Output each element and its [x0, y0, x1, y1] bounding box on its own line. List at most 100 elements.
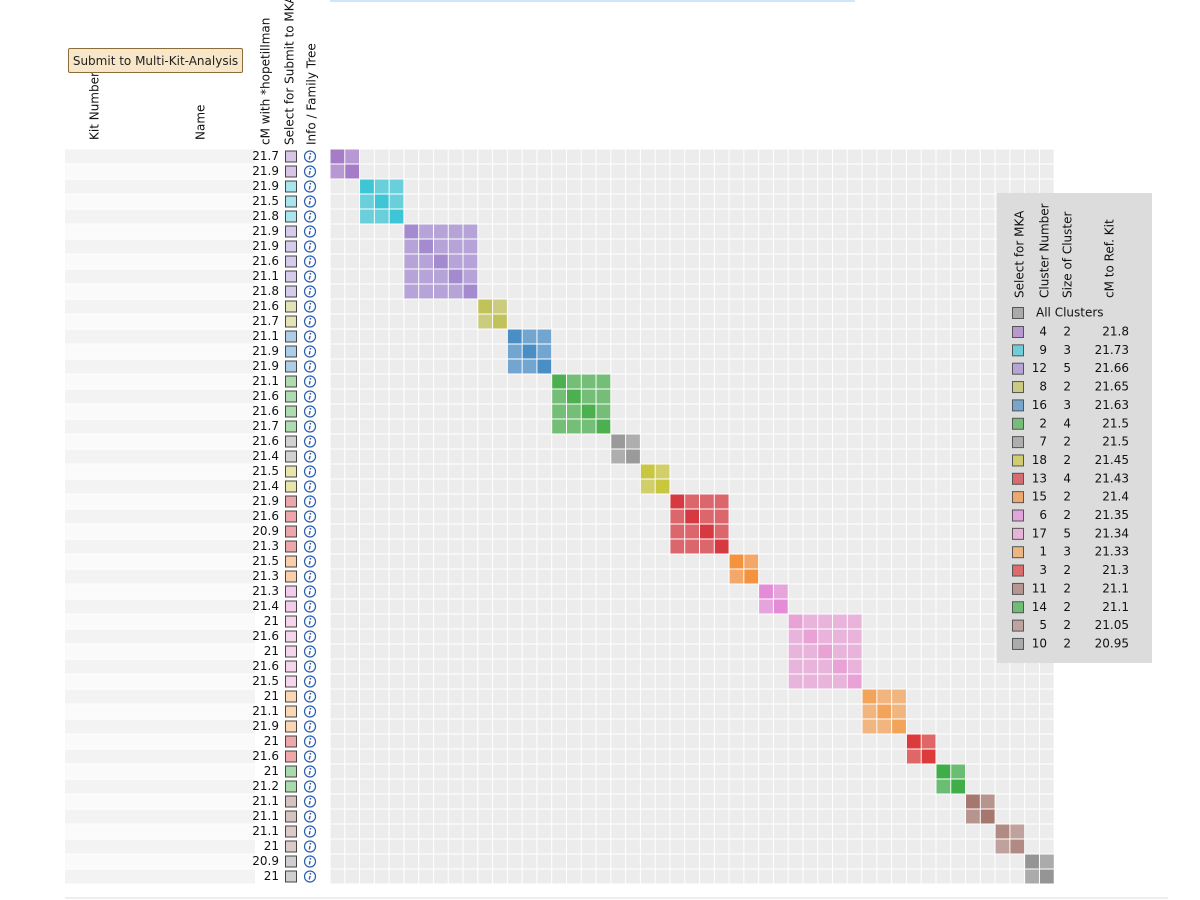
info-icon-stem [308, 290, 311, 295]
legend-checkbox[interactable] [1012, 381, 1024, 394]
legend-checkbox[interactable] [1012, 601, 1024, 614]
select-checkbox[interactable] [285, 330, 297, 343]
select-checkbox[interactable] [285, 765, 297, 778]
legend-checkbox[interactable] [1012, 472, 1024, 485]
select-checkbox[interactable] [285, 780, 297, 793]
legend-checkbox[interactable] [1012, 637, 1024, 650]
select-checkbox[interactable] [285, 165, 297, 178]
select-checkbox[interactable] [285, 690, 297, 703]
select-checkbox[interactable] [285, 705, 297, 718]
select-checkbox[interactable] [285, 300, 297, 313]
legend-checkbox[interactable] [1012, 399, 1024, 412]
select-checkbox[interactable] [285, 660, 297, 673]
select-checkbox[interactable] [285, 435, 297, 448]
legend-checkbox[interactable] [1012, 326, 1024, 338]
select-checkbox[interactable] [285, 240, 297, 253]
submit-button[interactable]: Submit to Multi-Kit-Analysis [68, 48, 243, 73]
legend-checkbox[interactable] [1012, 436, 1024, 449]
legend-cluster-number: 15 [1032, 490, 1047, 504]
match-cell [818, 674, 833, 689]
legend-all-checkbox[interactable] [1012, 307, 1024, 319]
select-checkbox[interactable] [285, 615, 297, 628]
match-cell [877, 689, 892, 704]
row-stripe [65, 254, 255, 269]
match-cell [773, 599, 788, 614]
select-checkbox[interactable] [285, 750, 297, 763]
legend-checkbox[interactable] [1012, 619, 1024, 632]
select-checkbox[interactable] [285, 525, 297, 538]
select-checkbox[interactable] [285, 795, 297, 808]
match-cell [330, 149, 345, 164]
row-stripe [65, 179, 255, 194]
select-checkbox[interactable] [285, 555, 297, 568]
select-checkbox[interactable] [285, 720, 297, 733]
row-stripe [65, 164, 255, 179]
row-stripe [65, 869, 255, 884]
select-checkbox[interactable] [285, 675, 297, 688]
select-checkbox[interactable] [285, 570, 297, 583]
select-checkbox[interactable] [285, 480, 297, 493]
legend-checkbox[interactable] [1012, 344, 1024, 357]
select-checkbox[interactable] [285, 825, 297, 838]
match-cell [833, 629, 847, 644]
select-checkbox[interactable] [285, 270, 297, 283]
select-checkbox[interactable] [285, 735, 297, 748]
select-checkbox[interactable] [285, 345, 297, 358]
match-cell [611, 449, 626, 464]
match-cell [463, 254, 478, 269]
legend-checkbox[interactable] [1012, 527, 1024, 540]
info-icon-dot [309, 392, 312, 395]
select-checkbox[interactable] [285, 600, 297, 613]
select-checkbox[interactable] [285, 360, 297, 373]
select-checkbox[interactable] [285, 195, 297, 208]
select-checkbox[interactable] [285, 315, 297, 328]
cm-value: 21.9 [252, 344, 279, 358]
select-checkbox[interactable] [285, 405, 297, 418]
select-checkbox[interactable] [285, 375, 297, 388]
select-checkbox[interactable] [285, 855, 297, 868]
select-checkbox[interactable] [285, 210, 297, 223]
legend-checkbox[interactable] [1012, 417, 1024, 430]
match-cell [951, 779, 966, 794]
select-checkbox[interactable] [285, 645, 297, 658]
select-checkbox[interactable] [285, 390, 297, 403]
info-icon-stem [308, 665, 311, 670]
row-stripe [65, 329, 255, 344]
select-checkbox[interactable] [285, 585, 297, 598]
legend-checkbox[interactable] [1012, 509, 1024, 522]
legend-checkbox[interactable] [1012, 362, 1024, 375]
select-checkbox[interactable] [285, 465, 297, 478]
cm-value: 21.6 [252, 299, 279, 313]
select-checkbox[interactable] [285, 510, 297, 523]
cm-value: 21 [264, 614, 279, 628]
legend-checkbox[interactable] [1012, 564, 1024, 577]
select-checkbox[interactable] [285, 870, 297, 883]
select-checkbox[interactable] [285, 255, 297, 268]
select-checkbox[interactable] [285, 495, 297, 508]
info-icon-stem [308, 830, 311, 835]
match-cell [847, 659, 862, 674]
legend-checkbox[interactable] [1012, 454, 1024, 467]
select-checkbox[interactable] [285, 285, 297, 298]
legend-cluster-size: 2 [1063, 380, 1071, 394]
select-checkbox[interactable] [285, 810, 297, 823]
select-checkbox[interactable] [285, 630, 297, 643]
info-icon-stem [308, 695, 311, 700]
select-checkbox[interactable] [285, 180, 297, 193]
select-checkbox[interactable] [285, 540, 297, 553]
select-checkbox[interactable] [285, 450, 297, 463]
row-stripe [65, 224, 255, 239]
match-cell [655, 479, 670, 494]
select-checkbox[interactable] [285, 225, 297, 238]
info-icon-stem [308, 530, 311, 535]
row-stripe [65, 404, 255, 419]
info-icon-dot [309, 767, 312, 770]
select-checkbox[interactable] [285, 150, 297, 163]
legend-checkbox[interactable] [1012, 582, 1024, 595]
match-cell [788, 659, 803, 674]
select-checkbox[interactable] [285, 840, 297, 853]
select-checkbox[interactable] [285, 420, 297, 433]
legend-checkbox[interactable] [1012, 546, 1024, 559]
legend-checkbox[interactable] [1012, 491, 1024, 504]
legend-cluster-number: 5 [1039, 618, 1047, 632]
